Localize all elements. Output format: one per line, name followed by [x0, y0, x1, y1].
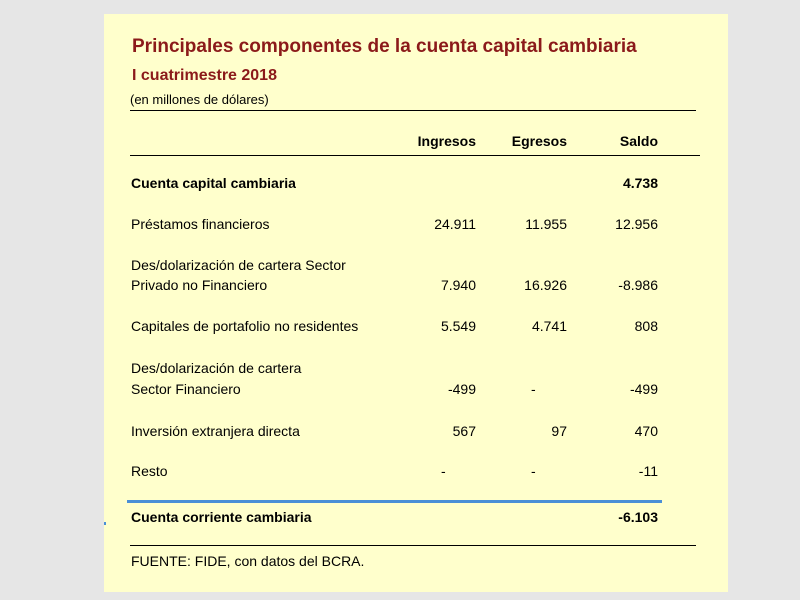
row-label-cuenta-corriente: Cuenta corriente cambiaria	[131, 509, 312, 525]
source-note: FUENTE: FIDE, con datos del BCRA.	[131, 553, 365, 569]
header-rule	[130, 155, 700, 156]
cell-ingresos: 567	[452, 423, 476, 439]
cell-ingresos: 5.549	[440, 318, 476, 334]
cell-saldo: -6.103	[618, 509, 658, 525]
col-header-egresos: Egresos	[511, 133, 567, 149]
accent-tick	[104, 522, 106, 525]
document-subtitle: I cuatrimestre 2018	[132, 67, 277, 84]
cell-egresos: 97	[551, 423, 567, 439]
cell-saldo: -11	[638, 463, 658, 479]
cell-egresos: -	[531, 463, 536, 479]
cell-saldo: -8.986	[618, 277, 658, 293]
row-label-desdolarizacion-financiero-line1: Des/dolarización de cartera	[131, 360, 302, 376]
cell-egresos: -	[531, 381, 536, 397]
row-label-cuenta-capital: Cuenta capital cambiaria	[131, 175, 296, 191]
row-label-inversion-extranjera: Inversión extranjera directa	[131, 423, 300, 439]
row-label-desdolarizacion-financiero: Sector Financiero	[131, 381, 241, 397]
units-note: (en millones de dólares)	[130, 92, 269, 107]
cell-saldo: -499	[629, 381, 658, 397]
cell-saldo: 808	[634, 318, 658, 334]
accent-rule	[127, 500, 662, 503]
cell-ingresos: -499	[447, 381, 476, 397]
cell-egresos: 4.741	[531, 318, 567, 334]
row-label-prestamos: Préstamos financieros	[131, 216, 270, 232]
bottom-rule	[130, 545, 696, 546]
col-header-ingresos: Ingresos	[417, 133, 476, 149]
top-rule	[130, 110, 696, 111]
row-label-resto: Resto	[131, 463, 168, 479]
cell-saldo: 4.738	[622, 175, 658, 191]
row-label-desdolarizacion-privado: Privado no Financiero	[131, 277, 268, 293]
cell-ingresos: 24.911	[434, 216, 476, 232]
cell-egresos: 16.926	[524, 277, 567, 293]
row-label-capitales-portafolio: Capitales de portafolio no residentes	[131, 318, 359, 334]
row-label-desdolarizacion-privado-line1: Des/dolarización de cartera Sector	[131, 257, 346, 273]
cell-ingresos: -	[441, 463, 446, 479]
document-title: Principales componentes de la cuenta cap…	[132, 36, 637, 57]
cell-egresos: 11.955	[525, 216, 567, 232]
cell-saldo: 12.956	[615, 216, 658, 232]
col-header-saldo: Saldo	[619, 133, 658, 149]
cell-ingresos: 7.940	[440, 277, 476, 293]
cell-saldo: 470	[634, 423, 658, 439]
